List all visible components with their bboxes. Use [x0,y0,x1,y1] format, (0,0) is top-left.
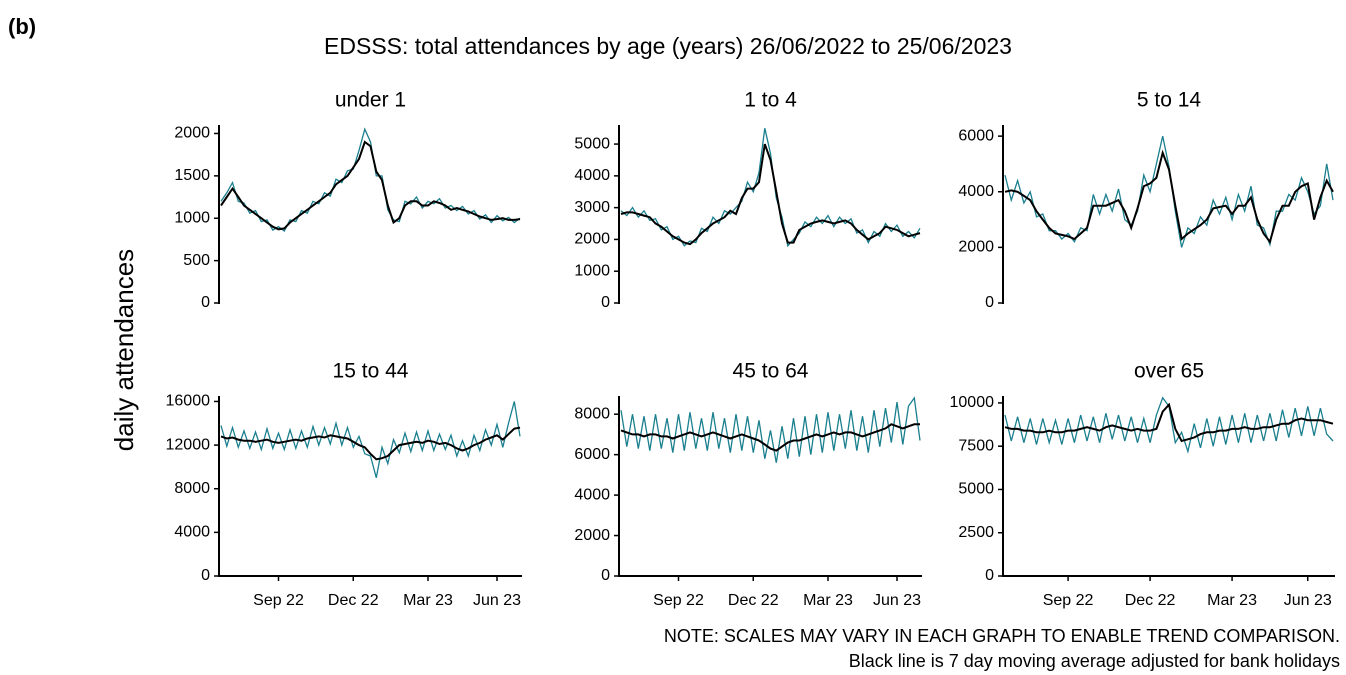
y-tick-label: 1000 [574,262,610,279]
x-tick-label: Sep 22 [253,592,304,609]
note: Black line is 7 day moving average adjus… [849,651,1340,671]
x-tick-label: Jun 23 [873,592,921,609]
x-tick-label: Mar 23 [403,592,453,609]
y-tick-label: 0 [985,567,994,584]
y-tick-label: 1000 [174,209,210,226]
series-line [220,140,521,231]
y-tick-label: 10000 [950,394,995,411]
x-tick-label: Dec 22 [728,592,779,609]
y-tick-label: 4000 [958,183,994,200]
x-tick-label: Jun 23 [1284,592,1332,609]
y-tick-label: 0 [201,294,210,311]
series-line [620,143,921,246]
panel-title: over 65 [1134,360,1204,383]
y-tick-label: 2500 [958,524,994,541]
y-tick-label: 3000 [574,199,610,216]
y-tick-label: 8000 [174,480,210,497]
series-line [620,128,921,248]
series-line [620,423,920,452]
y-tick-label: 12000 [166,436,211,453]
panel-title: 45 to 64 [733,360,809,383]
y-tick-label: 500 [183,252,210,269]
y-tick-label: 2000 [174,125,210,142]
y-tick-label: 2000 [958,239,994,256]
series-line [620,396,921,463]
x-tick-label: Mar 23 [1207,592,1257,609]
y-tick-label: 5000 [574,135,610,152]
y-tick-label: 0 [985,294,994,311]
panel-title: under 1 [335,89,406,112]
y-tick-label: 1500 [174,167,210,184]
series-line [1004,149,1334,245]
x-tick-label: Jun 23 [473,592,521,609]
y-tick-label: 2000 [574,527,610,544]
y-tick-label: 0 [601,567,610,584]
y-tick-label: 4000 [174,524,210,541]
panel-title: 1 to 4 [744,89,797,112]
y-tick-label: 8000 [574,405,610,422]
y-tick-label: 4000 [574,167,610,184]
x-tick-label: Mar 23 [803,592,853,609]
panel-title: 5 to 14 [1137,89,1202,112]
x-tick-label: Sep 22 [653,592,704,609]
series-line [1004,402,1334,443]
x-tick-label: Dec 22 [328,592,379,609]
y-tick-label: 7500 [958,437,994,454]
series-line [1004,135,1334,248]
x-tick-label: Dec 22 [1125,592,1176,609]
y-tick-label: 5000 [958,481,994,498]
y-tick-label: 6000 [958,127,994,144]
panel-title: 15 to 44 [333,360,409,383]
y-tick-label: 6000 [574,446,610,463]
y-tick-label: 4000 [574,486,610,503]
figure-label: (b) [8,14,36,39]
y-tick-label: 16000 [166,393,211,410]
x-tick-label: Sep 22 [1043,592,1094,609]
y-tick-label: 2000 [574,231,610,248]
figure-title: EDSSS: total attendances by age (years) … [324,33,1012,59]
series-line [220,426,521,461]
note: NOTE: SCALES MAY VARY IN EACH GRAPH TO E… [664,626,1340,646]
y-tick-label: 0 [601,294,610,311]
y-axis-label: daily attendances [109,249,139,451]
series-line [220,127,521,232]
y-tick-label: 0 [201,567,210,584]
